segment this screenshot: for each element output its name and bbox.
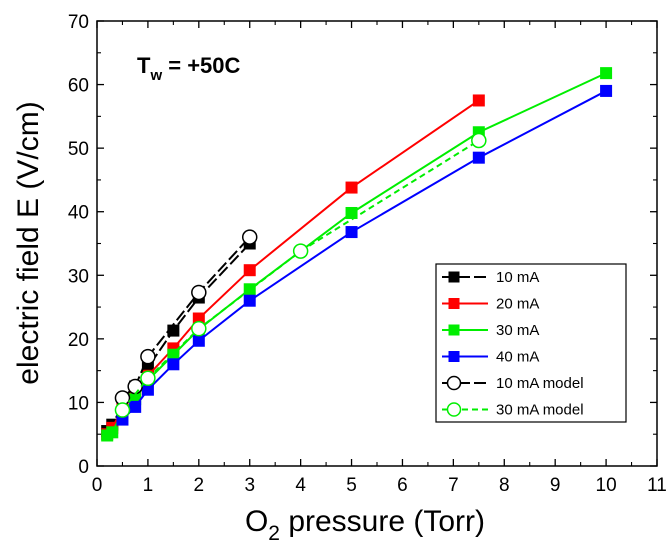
x-tick-label: 5 [346, 475, 357, 496]
legend-label: 10 mA model [496, 375, 584, 392]
series-30-ma-model [114, 132, 487, 418]
y-tick-label: 50 [68, 139, 89, 160]
y-tick-label: 20 [68, 330, 89, 351]
x-tick-label: 4 [295, 475, 306, 496]
x-tick-label: 1 [143, 475, 154, 496]
data-point-circle [191, 284, 207, 301]
y-tick-label: 60 [68, 76, 89, 97]
annotation-main: T [137, 53, 151, 78]
series-line [106, 99, 480, 435]
y-tick-label: 10 [68, 393, 89, 414]
legend-label: 10 mA [496, 269, 539, 286]
series-40-ma [116, 84, 613, 426]
y-tick-label: 40 [68, 203, 89, 224]
data-point-square [448, 298, 460, 309]
data-point-circle [140, 370, 156, 387]
data-point-square [448, 351, 460, 362]
data-point-square [448, 324, 460, 336]
x-tick-label: 9 [550, 475, 561, 496]
data-point-circle [127, 378, 143, 395]
data-point-square [345, 206, 358, 219]
data-point-square [472, 151, 485, 164]
data-point-square [600, 67, 613, 80]
data-point-circle [191, 320, 207, 337]
data-point-square [243, 264, 256, 277]
y-axis-title: electric field E (V/cm) [12, 101, 45, 384]
legend-label: 40 mA [496, 349, 539, 366]
legend-label: 20 mA [496, 296, 539, 313]
data-point-square [472, 94, 485, 107]
y-tick-label: 30 [68, 266, 89, 287]
x-tick-label: 11 [647, 475, 667, 496]
data-point-circle [446, 402, 462, 417]
data-point-square [345, 226, 358, 239]
x-tick-label: 0 [92, 475, 103, 496]
data-point-circle [292, 243, 309, 259]
y-tick-label: 0 [78, 457, 89, 478]
data-point-square [345, 181, 358, 194]
annotation-text: Tw = +50C [137, 53, 241, 84]
y-tick-label: 70 [68, 12, 89, 33]
data-point-square [448, 271, 460, 283]
legend-label: 30 mA model [496, 402, 584, 419]
x-axis-title-subscript: 2 [268, 522, 280, 545]
data-point-square [243, 294, 256, 307]
ticks-layer: 0 1 2 3 4 5 6 7 8 9 10 11 0 10 20 30 40 50 60 70 [68, 12, 667, 496]
x-axis-title: O2 pressure (Torr) [245, 505, 485, 545]
data-point-square [600, 84, 613, 97]
data-point-circle [114, 402, 131, 418]
data-point-circle [446, 375, 462, 391]
series-line [106, 242, 251, 432]
x-axis-title-main: O [245, 505, 268, 538]
x-tick-label: 6 [397, 475, 408, 496]
series-20-ma [101, 94, 485, 441]
x-axis-title-rest: pressure (Torr) [280, 505, 485, 538]
x-tick-label: 3 [244, 475, 255, 496]
data-point-square [192, 334, 205, 347]
series-layer [101, 67, 613, 442]
data-point-circle [241, 229, 258, 245]
x-tick-label: 2 [194, 475, 205, 496]
legend: 10 mA 20 mA 30 mA 40 mA 10 mA model 30 mA mod… [435, 263, 627, 423]
data-point-circle [471, 132, 487, 149]
legend-label: 30 mA [496, 322, 539, 339]
x-tick-label: 10 [596, 475, 617, 496]
data-point-circle [140, 348, 156, 365]
data-point-square [129, 400, 142, 413]
legend-box [435, 263, 627, 423]
data-point-square [167, 358, 180, 371]
annotation-rest: = +50C [162, 53, 240, 78]
data-point-square [141, 383, 154, 396]
series-10-ma-model [114, 229, 258, 406]
annotation-subscript: w [149, 67, 162, 84]
data-point-square [192, 312, 205, 325]
x-tick-label: 8 [499, 475, 510, 496]
data-point-square [106, 426, 119, 439]
x-tick-label: 7 [448, 475, 459, 496]
